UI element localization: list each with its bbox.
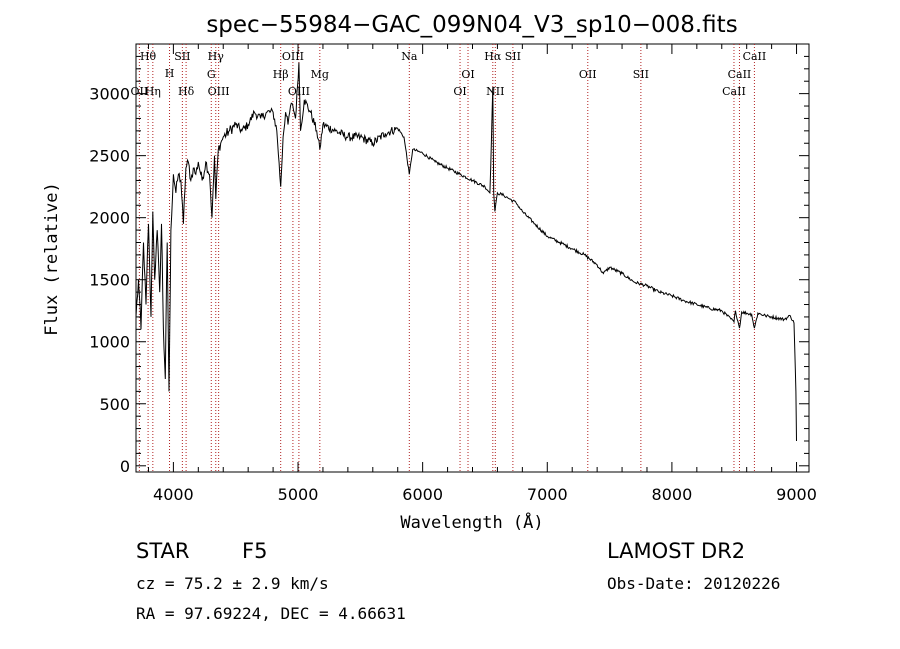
obs-date: Obs-Date: 20120226 (607, 574, 780, 593)
y-tick-label: 1000 (89, 333, 130, 352)
y-tick-label: 2500 (89, 147, 130, 166)
x-axis-ticks: 4000 5000 6000 7000 8000 9000 (147, 44, 817, 504)
chart-title: spec−55984−GAC_099N04_V3_sp10−008.fits (206, 12, 737, 38)
emission-line-label: OI (461, 68, 474, 81)
emission-line-label: OIII (282, 50, 304, 63)
emission-line-label: SII (505, 50, 521, 63)
spectral-subclass: F5 (242, 539, 267, 563)
emission-line-label: OIII (288, 85, 310, 98)
emission-line-label: Mg (311, 68, 329, 81)
y-tick-label: 0 (120, 457, 130, 476)
emission-line-label: Hα (484, 50, 502, 63)
spectrum-line (135, 62, 797, 442)
x-tick-label: 6000 (402, 485, 443, 504)
emission-line-label: Hβ (273, 68, 289, 81)
emission-line-label: G (207, 68, 216, 81)
emission-line-label: SII (174, 50, 190, 63)
emission-line-label: NII (486, 85, 504, 98)
emission-line-label: CaII (743, 50, 767, 63)
emission-line-label: Hθ (140, 50, 157, 63)
x-tick-label: 4000 (153, 485, 194, 504)
emission-line-label: OII (131, 85, 149, 98)
emission-line-label: CaII (722, 85, 746, 98)
x-tick-label: 5000 (278, 485, 319, 504)
y-tick-label: 500 (99, 395, 130, 414)
y-axis-label: Flux (relative) (42, 182, 62, 336)
emission-line-label: H (165, 67, 175, 80)
x-tick-label: 8000 (652, 485, 693, 504)
object-type: STAR (136, 539, 189, 563)
y-tick-label: 1500 (89, 271, 130, 290)
coordinates: RA = 97.69224, DEC = 4.66631 (136, 604, 406, 623)
y-tick-label: 3000 (89, 85, 130, 104)
x-axis-label: Wavelength (Å) (400, 511, 543, 533)
emission-line-label: OI (453, 85, 466, 98)
emission-line-label: OII (579, 68, 597, 81)
redshift-info: cz = 75.2 ± 2.9 km/s (136, 574, 329, 593)
emission-line-label: Hδ (178, 85, 195, 98)
emission-line-label: CaII (728, 68, 752, 81)
x-tick-label: 7000 (527, 485, 568, 504)
emission-line-label: Na (401, 50, 418, 63)
emission-line-label: Hγ (208, 50, 225, 63)
emission-line-label: Hη (145, 85, 161, 98)
emission-line-label: OIII (208, 85, 230, 98)
survey-name: LAMOST DR2 (607, 539, 745, 563)
x-tick-label: 9000 (776, 485, 817, 504)
y-tick-label: 2000 (89, 209, 130, 228)
emission-line-label: SII (633, 68, 649, 81)
emission-line-labels: HθOIIHηHSIIHδHγGOIIIOIIIHβOIIIMgNaOIOIHα… (131, 50, 767, 98)
plot-frame (135, 43, 810, 473)
y-axis-ticks: 0 500 1000 1500 2000 2500 3000 (89, 55, 809, 476)
emission-line-markers (138, 44, 755, 472)
